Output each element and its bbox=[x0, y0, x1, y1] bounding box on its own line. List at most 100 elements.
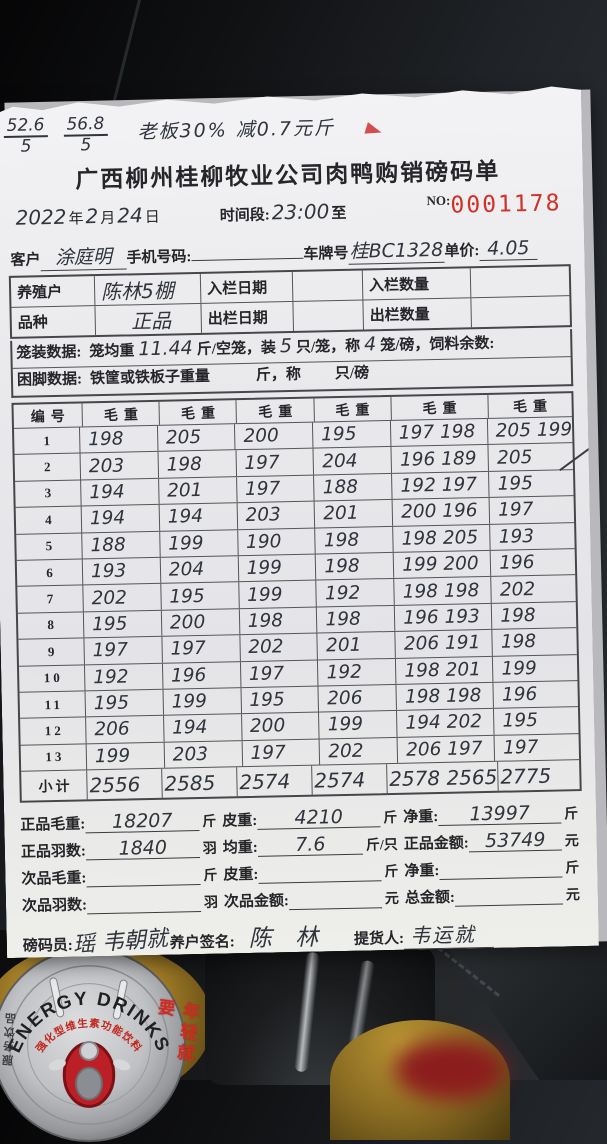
farmer-signature: 陈 林 bbox=[234, 917, 340, 954]
weight-value: 199 bbox=[318, 711, 396, 738]
weight-value: 202 bbox=[319, 738, 397, 765]
red-can-label bbox=[395, 1040, 505, 1100]
column-header-weight: 毛重 bbox=[313, 397, 391, 422]
subtotal-value: 2574 bbox=[236, 766, 312, 797]
weight-value: 203 bbox=[80, 452, 158, 479]
fraction-note-1: 52.6 5 bbox=[3, 117, 48, 156]
summary-label: 皮重: bbox=[222, 812, 258, 830]
weight-value: 201 bbox=[314, 500, 392, 527]
serial-number: NO:0001178 bbox=[426, 190, 561, 219]
weight-value: 200 bbox=[234, 423, 312, 450]
summary-item: 次品金额: 元 bbox=[224, 887, 405, 912]
weight-value: 200 bbox=[161, 609, 239, 636]
summary-value: 18207 bbox=[85, 811, 199, 833]
row-index: 8 bbox=[47, 617, 58, 633]
summary-item: 净重: 斤 bbox=[404, 856, 585, 881]
weight-value: 199 200 bbox=[393, 551, 491, 578]
summary-unit: 元 bbox=[564, 834, 579, 850]
out-date-label: 出栏日期 bbox=[201, 302, 294, 333]
weight-value: 198 198 bbox=[393, 577, 491, 604]
weight-value: 198 bbox=[491, 602, 576, 629]
column-header-weight: 毛重 bbox=[487, 393, 572, 418]
summary-unit: 斤 bbox=[565, 861, 580, 877]
weight-value: 197 bbox=[494, 734, 579, 761]
summary-label: 正品羽数: bbox=[20, 843, 87, 861]
boss-note: 老板30% 减0.7元斤 bbox=[137, 117, 336, 144]
weight-value: 194 bbox=[158, 503, 236, 530]
weight-value: 206 197 bbox=[397, 736, 495, 763]
row-index: 12 bbox=[44, 722, 64, 739]
farmer-sign-label: 养户签名: bbox=[169, 934, 235, 952]
summary-label: 净重: bbox=[403, 809, 439, 826]
farmer-label: 养殖户 bbox=[11, 276, 96, 307]
summary-unit: 斤 bbox=[564, 807, 579, 823]
weight-value: 205 bbox=[157, 424, 235, 451]
summary-value bbox=[87, 911, 201, 914]
month-label: 月 bbox=[100, 210, 116, 227]
column-header-weight: 毛重 bbox=[159, 400, 237, 425]
weight-value: 195 bbox=[488, 470, 573, 497]
price-value: 4.05 bbox=[479, 237, 537, 261]
subtotal-label: 小计 bbox=[38, 779, 73, 795]
red-arrow-icon bbox=[364, 122, 383, 138]
weight-value: 196 189 bbox=[391, 445, 489, 472]
date-day: 24 bbox=[116, 203, 143, 228]
weight-value: 194 bbox=[163, 714, 241, 741]
row-index: 11 bbox=[44, 696, 64, 712]
summary-item: 正品羽数: 1840 羽 bbox=[21, 837, 223, 862]
weight-value: 194 bbox=[80, 479, 158, 506]
weight-value: 196 193 bbox=[394, 604, 492, 631]
weight-value: 197 bbox=[241, 739, 319, 766]
date-year: 2022 bbox=[15, 204, 67, 230]
weigher-label: 磅码员: bbox=[22, 937, 74, 955]
weight-value: 196 bbox=[490, 549, 575, 576]
row-index: 10 bbox=[43, 670, 63, 686]
row-index: 5 bbox=[45, 538, 56, 554]
weight-value: 198 bbox=[316, 606, 394, 633]
weight-value: 197 bbox=[240, 660, 318, 687]
weight-value: 206 bbox=[318, 685, 396, 712]
weight-value: 197 bbox=[489, 496, 574, 523]
time-label: 时间段: bbox=[219, 207, 270, 225]
summary-value: 53749 bbox=[469, 831, 562, 853]
foot-unit2: 只/磅 bbox=[334, 365, 370, 383]
summary-item: 净重: 13997 斤 bbox=[403, 802, 584, 827]
weight-value: 195 bbox=[312, 421, 390, 448]
weight-value: 203 bbox=[236, 502, 314, 529]
weight-value: 204 bbox=[313, 447, 391, 474]
weight-value: 202 bbox=[82, 584, 160, 611]
date-row: 2022 年 2 月 24 日 时间段: 23:00 至 NO:0001178 bbox=[15, 194, 568, 236]
summary-unit: 斤/只 bbox=[365, 837, 398, 854]
weight-value: 201 bbox=[317, 632, 395, 659]
day-label: 日 bbox=[144, 209, 160, 227]
cage-avg-label: 笼均重 bbox=[89, 343, 135, 361]
summary-unit: 斤 bbox=[203, 868, 218, 885]
row-index: 6 bbox=[46, 564, 56, 580]
summary-item: 次品羽数: 羽 bbox=[22, 891, 224, 916]
weight-value: 197 bbox=[236, 475, 314, 502]
weight-value: 202 bbox=[239, 634, 317, 661]
summary-label: 总金额: bbox=[404, 889, 456, 907]
year-label: 年 bbox=[68, 211, 84, 228]
in-qty-value bbox=[471, 266, 570, 297]
summary-item: 次品毛重: 斤 bbox=[21, 864, 223, 889]
summary-label: 次品羽数: bbox=[21, 897, 88, 915]
in-date-value bbox=[293, 271, 364, 301]
time-value: 23:00 bbox=[271, 199, 330, 225]
cage-label: 笼装数据: bbox=[16, 344, 82, 362]
fraction-denominator: 5 bbox=[80, 135, 92, 156]
weight-value: 199 bbox=[238, 581, 316, 608]
to-label: 至 bbox=[331, 205, 347, 223]
in-date-label: 入栏日期 bbox=[201, 272, 294, 303]
row-index: 3 bbox=[44, 485, 55, 501]
summary-label: 次品毛重: bbox=[21, 870, 87, 888]
weight-value: 192 197 bbox=[391, 472, 489, 499]
summary-value: 7.6 bbox=[258, 835, 364, 857]
summary-item: 总金额: 元 bbox=[405, 883, 586, 908]
weight-value: 198 205 bbox=[392, 524, 490, 551]
weight-value: 205 199 bbox=[486, 417, 572, 444]
weight-value: 195 bbox=[240, 686, 318, 713]
weight-value: 198 bbox=[238, 607, 316, 634]
subtotal-value: 2775 bbox=[497, 760, 580, 791]
price-label: 单价: bbox=[444, 243, 480, 260]
